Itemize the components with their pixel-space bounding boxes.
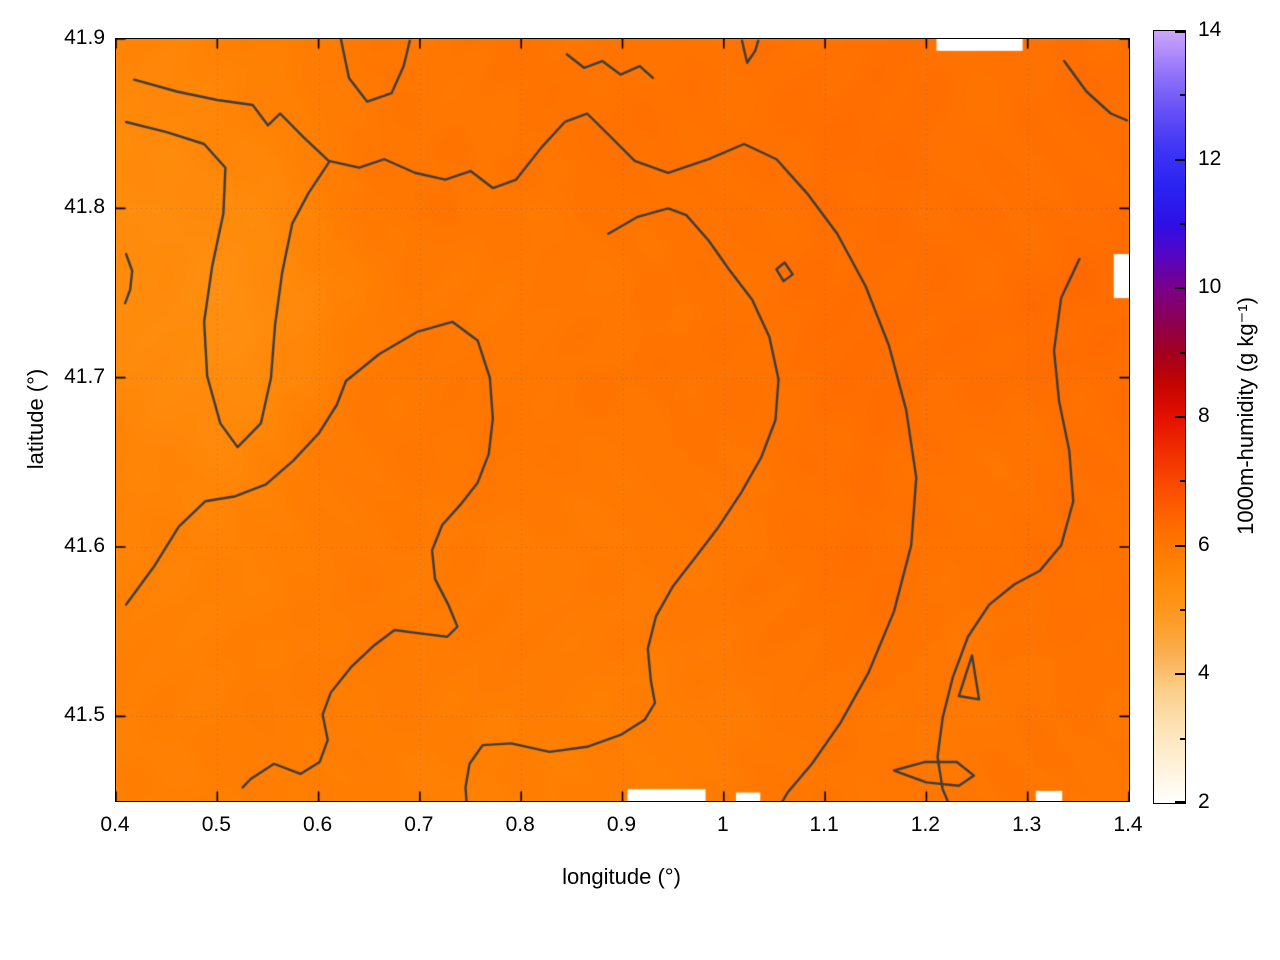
colorbar-tick — [1175, 416, 1185, 418]
colorbar-tick-label: 4 — [1198, 661, 1210, 685]
x-tick-label: 1.4 — [1113, 813, 1143, 836]
colorbar-tick — [1175, 801, 1185, 803]
x-tick-label: 0.5 — [201, 813, 231, 836]
colorbar-tick — [1180, 480, 1185, 483]
colorbar-tick — [1175, 31, 1185, 33]
colorbar-tick — [1175, 158, 1185, 161]
colorbar-tick-label: 6 — [1198, 532, 1210, 556]
x-tick-label: 1.2 — [910, 813, 940, 836]
x-tick-label: 0.8 — [505, 813, 535, 836]
x-axis-title: longitude (°) — [562, 864, 681, 889]
heatmap-canvas — [116, 39, 1129, 801]
y-tick-label: 41.8 — [64, 195, 105, 219]
colorbar-tick-label: 2 — [1198, 790, 1210, 813]
x-tick-label: 1 — [716, 813, 729, 836]
x-tick-label: 1.1 — [809, 813, 839, 836]
colorbar-tick — [1180, 609, 1185, 611]
colorbar-tick-label: 8 — [1198, 404, 1210, 427]
x-tick-label: 0.6 — [302, 813, 333, 836]
y-tick-label: 41.5 — [64, 703, 105, 727]
colorbar-tick — [1180, 94, 1185, 97]
colorbar-tick — [1175, 673, 1185, 676]
x-tick-label: 1.3 — [1012, 813, 1042, 836]
y-tick-label: 41.7 — [64, 364, 105, 388]
colorbar-tick — [1180, 351, 1185, 354]
x-tick-label: 0.7 — [404, 813, 434, 836]
colorbar-tick — [1180, 223, 1185, 225]
colorbar-tick — [1180, 737, 1185, 740]
x-tick-label: 0.9 — [606, 813, 637, 836]
y-tick-label: 41.6 — [64, 534, 105, 557]
colorbar — [1153, 30, 1186, 804]
plot-area — [115, 38, 1130, 802]
y-tick-label: 41.9 — [64, 26, 105, 49]
colorbar-tick-label: 14 — [1198, 18, 1222, 41]
colorbar-tick-label: 12 — [1198, 146, 1222, 170]
colorbar-tick-label: 10 — [1198, 275, 1222, 299]
x-tick-label: 0.4 — [100, 813, 130, 836]
colorbar-tick — [1175, 544, 1185, 547]
colorbar-tick — [1175, 287, 1185, 290]
